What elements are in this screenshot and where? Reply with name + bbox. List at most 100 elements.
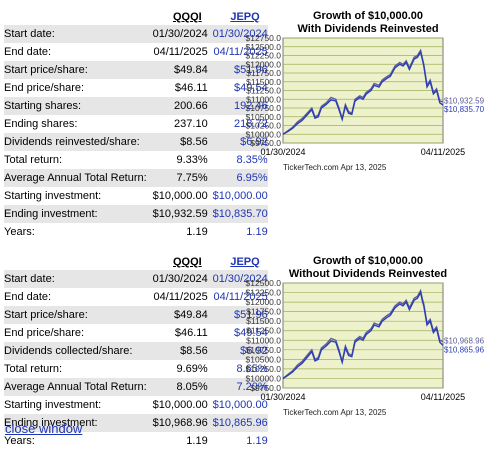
row-label: End price/share: bbox=[4, 82, 85, 94]
y-tick-label: $11500.0 bbox=[246, 77, 281, 87]
qqqi-value: $10,968.96 bbox=[146, 414, 208, 432]
qqqi-value: 9.33% bbox=[176, 154, 208, 166]
y-tick-label: $12000.0 bbox=[246, 297, 282, 307]
y-tick-label: $12500.0 bbox=[246, 42, 282, 52]
y-tick-label: $10000.0 bbox=[246, 373, 282, 383]
stats-row: Years: 1.19 1.19 bbox=[4, 223, 268, 241]
table-header: QQQI JEPQ bbox=[4, 253, 268, 270]
stats-row: Average Annual Total Return: 8.05% 7.20% bbox=[4, 378, 268, 396]
qqqi-value: $8.56 bbox=[146, 133, 208, 151]
jepq-value: $51.96 bbox=[207, 306, 268, 324]
qqqi-value: $10,000.00 bbox=[152, 190, 208, 202]
row-label: Start date: bbox=[4, 25, 147, 43]
y-tick-label: $11750.0 bbox=[246, 68, 281, 78]
qqqi-value: $49.84 bbox=[146, 61, 208, 79]
qqqi-value: 01/30/2024 bbox=[146, 25, 208, 43]
y-tick-label: $11500.0 bbox=[246, 316, 281, 326]
jepq-header-link[interactable]: JEPQ bbox=[230, 10, 260, 23]
row-label: Ending investment: bbox=[4, 414, 147, 432]
qqqi-value: 9.69% bbox=[176, 363, 208, 375]
y-tick-label: $12250.0 bbox=[246, 288, 282, 298]
row-label: Start price/share: bbox=[4, 306, 147, 324]
row-label: Starting shares: bbox=[4, 97, 147, 115]
chart-title: Growth of $10,000.00 bbox=[312, 10, 424, 22]
jepq-value: $10,000.00 bbox=[212, 190, 268, 202]
row-label: Average Annual Total Return: bbox=[4, 169, 147, 187]
y-tick-label: $10750.0 bbox=[246, 345, 282, 355]
stats-row: Start date: 01/30/2024 01/30/2024 bbox=[4, 270, 268, 288]
stats-row: Start date: 01/30/2024 01/30/2024 bbox=[4, 25, 268, 43]
row-label: Starting investment: bbox=[4, 399, 102, 411]
plot-area bbox=[282, 282, 444, 389]
y-tick-label: $11250.0 bbox=[246, 86, 281, 96]
jepq-value: $49.54 bbox=[234, 327, 268, 339]
row-label: Total return: bbox=[4, 363, 63, 375]
jepq-value: 8.65% bbox=[236, 363, 268, 375]
chart-svg: $12500.0$12250.0$12000.0$11750.0$11500.0… bbox=[246, 278, 485, 417]
qqqi-value: 1.19 bbox=[186, 435, 208, 447]
y-tick-label: $12500.0 bbox=[246, 278, 282, 288]
jepq-value: 01/30/2024 bbox=[207, 270, 268, 288]
chart-subtitle: With Dividends Reinvested bbox=[297, 23, 439, 35]
jepq-value: $6.92 bbox=[207, 133, 268, 151]
stats-row: Starting shares: 200.66 192.46 bbox=[4, 97, 268, 115]
end-value-label: $10,835.70 bbox=[444, 105, 485, 114]
growth-chart: $12750.0 $12500.0 $12250.0 $12000.0 $11750.0… bbox=[242, 8, 494, 178]
jepq-value: $51.96 bbox=[207, 61, 268, 79]
jepq-value: 1.19 bbox=[246, 226, 268, 238]
qqqi-value: 01/30/2024 bbox=[146, 270, 208, 288]
y-tick-label: $10250.0 bbox=[246, 364, 282, 374]
y-tick-label: $11000.0 bbox=[246, 94, 281, 104]
x-tick-label: 04/11/2025 bbox=[421, 392, 465, 402]
row-label: Dividends reinvested/share: bbox=[4, 133, 147, 151]
qqqi-value: $49.84 bbox=[146, 306, 208, 324]
y-tick-label: $12250.0 bbox=[246, 51, 282, 61]
series-line bbox=[282, 290, 444, 380]
qqqi-value: 8.05% bbox=[146, 378, 208, 396]
x-tick-label: 04/11/2025 bbox=[421, 147, 465, 157]
jepq-value: 7.20% bbox=[207, 378, 268, 396]
jepq-value: 192.46 bbox=[207, 97, 268, 115]
x-tick-label: 01/30/2024 bbox=[260, 147, 305, 157]
jepq-value: $10,865.96 bbox=[207, 414, 268, 432]
stats-row: Average Annual Total Return: 7.75% 6.95% bbox=[4, 169, 268, 187]
stats-row: Start price/share: $49.84 $51.96 bbox=[4, 61, 268, 79]
y-tick-label: $9750.0 bbox=[250, 138, 281, 148]
stats-row: Starting investment: $10,000.00 $10,000.00 bbox=[4, 187, 268, 205]
jepq-value: $10,835.70 bbox=[207, 205, 268, 223]
qqqi-value: 7.75% bbox=[146, 169, 208, 187]
y-tick-label: $10500.0 bbox=[246, 112, 282, 122]
stats-table: QQQI JEPQ Start date: 01/30/2024 01/30/202… bbox=[4, 253, 268, 450]
series-line bbox=[282, 50, 444, 135]
qqqi-value: 237.10 bbox=[174, 118, 208, 130]
stats-row: Ending investment: $10,932.59 $10,835.70 bbox=[4, 205, 268, 223]
close-window-link[interactable]: close window bbox=[5, 421, 83, 436]
jepq-value: 6.95% bbox=[207, 169, 268, 187]
row-label: End date: bbox=[4, 46, 52, 58]
jepq-value: $49.54 bbox=[234, 82, 268, 94]
qqqi-value: $10,000.00 bbox=[152, 399, 208, 411]
jepq-value: 218.72 bbox=[234, 118, 268, 130]
end-value-label: $10,865.96 bbox=[444, 345, 485, 354]
row-label: End date: bbox=[4, 291, 52, 303]
row-label: Start price/share: bbox=[4, 61, 147, 79]
jepq-header-link[interactable]: JEPQ bbox=[230, 255, 260, 268]
y-tick-label: $10000.0 bbox=[246, 129, 282, 139]
end-value-label: $10,968.96 bbox=[444, 336, 485, 345]
stats-table: QQQI JEPQ Start date: 01/30/2024 01/30/202… bbox=[4, 8, 268, 241]
stats-row: Total return: 9.69% 8.65% bbox=[4, 360, 268, 378]
chart-subtitle: Without Dividends Reinvested bbox=[288, 268, 448, 280]
qqqi-header-link[interactable]: QQQI bbox=[172, 10, 202, 23]
y-tick-label: $12000.0 bbox=[246, 59, 282, 69]
stats-row: Total return: 9.33% 8.35% bbox=[4, 151, 268, 169]
stats-row: Dividends reinvested/share: $8.56 $6.92 bbox=[4, 133, 268, 151]
row-label: End price/share: bbox=[4, 327, 85, 339]
y-tick-label: $11000.0 bbox=[246, 335, 281, 345]
chart-svg: $12750.0$12500.0$12250.0$12000.0$11750.0… bbox=[246, 33, 485, 172]
qqqi-value: 1.19 bbox=[186, 226, 208, 238]
qqqi-value: $46.11 bbox=[174, 327, 208, 339]
qqqi-header-link[interactable]: QQQI bbox=[172, 255, 202, 268]
stats-row: Start price/share: $49.84 $51.96 bbox=[4, 306, 268, 324]
chart-credit: TickerTech.com Apr 13, 2025 bbox=[283, 408, 387, 417]
stats-row: End date: 04/11/2025 04/11/2025 bbox=[4, 288, 268, 306]
